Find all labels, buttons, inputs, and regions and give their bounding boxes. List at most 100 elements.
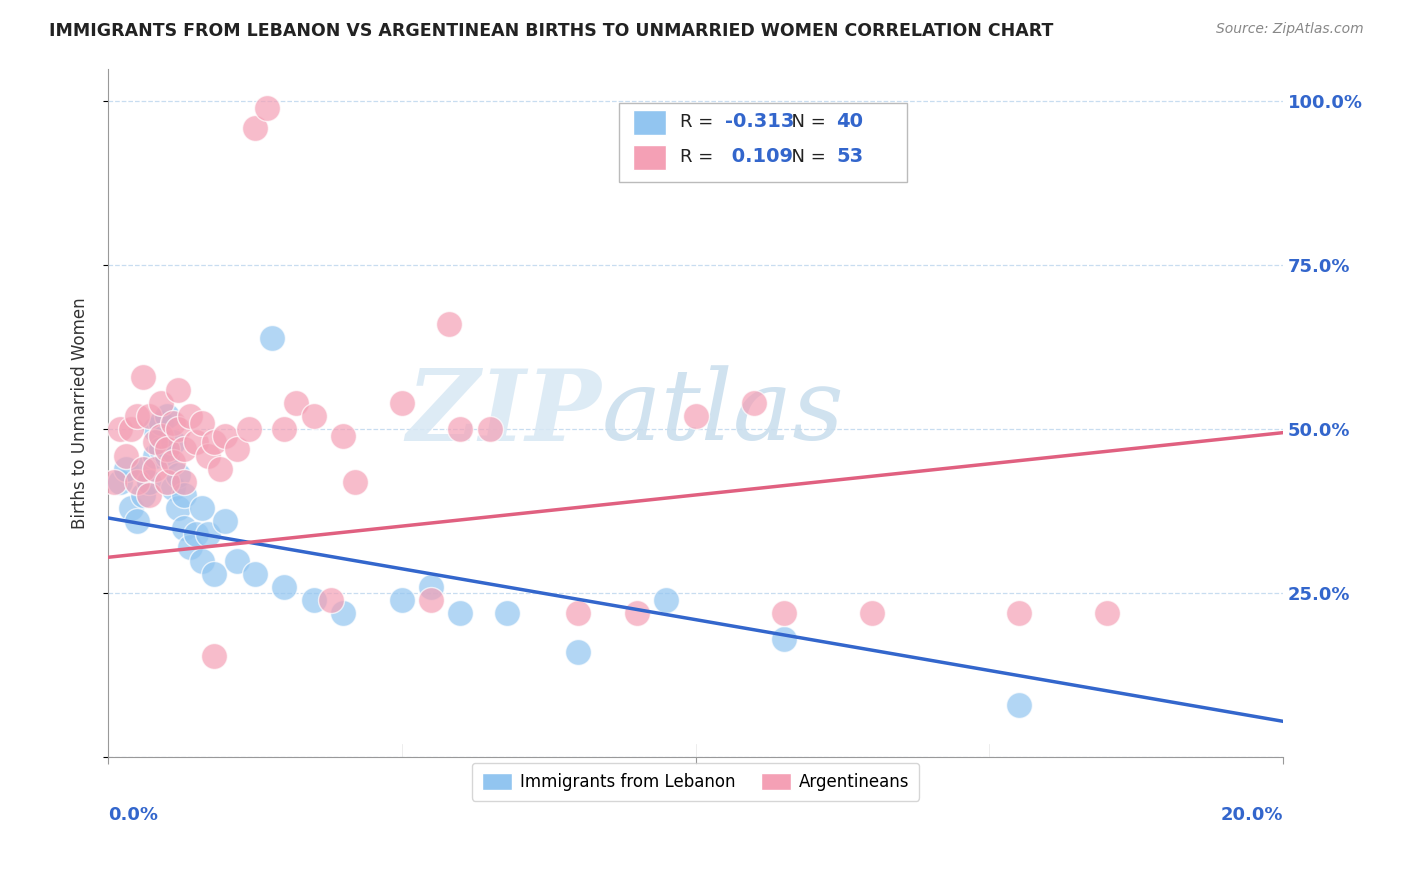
- Point: [772, 606, 794, 620]
- Point: [156, 449, 179, 463]
- Text: 0.109: 0.109: [725, 147, 793, 166]
- Point: [226, 553, 249, 567]
- Point: [343, 475, 366, 489]
- Point: [156, 442, 179, 456]
- Point: [108, 422, 131, 436]
- Point: [496, 606, 519, 620]
- Point: [103, 475, 125, 489]
- Point: [162, 435, 184, 450]
- Point: [273, 422, 295, 436]
- Point: [167, 501, 190, 516]
- Point: [202, 435, 225, 450]
- Point: [742, 396, 765, 410]
- Point: [208, 461, 231, 475]
- Point: [127, 514, 149, 528]
- Point: [1007, 606, 1029, 620]
- Point: [302, 409, 325, 424]
- Point: [114, 449, 136, 463]
- Point: [127, 409, 149, 424]
- Point: [179, 541, 201, 555]
- Point: [243, 120, 266, 135]
- Point: [191, 501, 214, 516]
- Point: [214, 514, 236, 528]
- Point: [860, 606, 883, 620]
- Point: [214, 429, 236, 443]
- Point: [127, 475, 149, 489]
- Point: [391, 396, 413, 410]
- Point: [197, 449, 219, 463]
- Point: [450, 606, 472, 620]
- Point: [450, 422, 472, 436]
- Point: [273, 580, 295, 594]
- Y-axis label: Births to Unmarried Women: Births to Unmarried Women: [72, 297, 89, 529]
- Point: [156, 475, 179, 489]
- Point: [121, 422, 143, 436]
- Point: [238, 422, 260, 436]
- Point: [114, 461, 136, 475]
- Point: [685, 409, 707, 424]
- Point: [162, 482, 184, 496]
- Point: [226, 442, 249, 456]
- Point: [143, 422, 166, 436]
- Point: [167, 422, 190, 436]
- Point: [173, 475, 195, 489]
- Text: 20.0%: 20.0%: [1220, 805, 1284, 823]
- Point: [179, 409, 201, 424]
- Point: [202, 648, 225, 663]
- Point: [262, 330, 284, 344]
- Point: [655, 593, 678, 607]
- Point: [184, 527, 207, 541]
- Point: [173, 488, 195, 502]
- Point: [332, 429, 354, 443]
- Point: [437, 318, 460, 332]
- Point: [184, 435, 207, 450]
- Text: N =: N =: [780, 147, 831, 166]
- Point: [202, 566, 225, 581]
- Point: [191, 553, 214, 567]
- Point: [772, 632, 794, 647]
- Point: [420, 580, 443, 594]
- Text: 53: 53: [837, 147, 863, 166]
- Text: R =: R =: [681, 112, 720, 131]
- Point: [132, 461, 155, 475]
- Point: [302, 593, 325, 607]
- Point: [197, 527, 219, 541]
- Point: [1007, 698, 1029, 712]
- Point: [1095, 606, 1118, 620]
- Point: [173, 442, 195, 456]
- Text: Source: ZipAtlas.com: Source: ZipAtlas.com: [1216, 22, 1364, 37]
- Point: [138, 409, 160, 424]
- Point: [149, 396, 172, 410]
- Point: [167, 468, 190, 483]
- Bar: [633, 110, 666, 135]
- Point: [285, 396, 308, 410]
- Point: [149, 429, 172, 443]
- Point: [321, 593, 343, 607]
- Point: [478, 422, 501, 436]
- Point: [149, 416, 172, 430]
- Point: [391, 593, 413, 607]
- Point: [162, 416, 184, 430]
- Point: [156, 409, 179, 424]
- Bar: [633, 145, 666, 169]
- Point: [567, 606, 589, 620]
- Point: [167, 383, 190, 397]
- Point: [132, 488, 155, 502]
- Text: R =: R =: [681, 147, 720, 166]
- Text: atlas: atlas: [602, 366, 844, 460]
- Point: [256, 101, 278, 115]
- Point: [108, 475, 131, 489]
- Point: [332, 606, 354, 620]
- Point: [162, 455, 184, 469]
- Text: 0.0%: 0.0%: [108, 805, 157, 823]
- Point: [132, 461, 155, 475]
- Point: [243, 566, 266, 581]
- FancyBboxPatch shape: [619, 103, 907, 182]
- Point: [132, 370, 155, 384]
- Point: [149, 442, 172, 456]
- Point: [138, 488, 160, 502]
- Point: [420, 593, 443, 607]
- Point: [143, 461, 166, 475]
- Legend: Immigrants from Lebanon, Argentineans: Immigrants from Lebanon, Argentineans: [471, 763, 920, 801]
- Text: 40: 40: [837, 112, 863, 131]
